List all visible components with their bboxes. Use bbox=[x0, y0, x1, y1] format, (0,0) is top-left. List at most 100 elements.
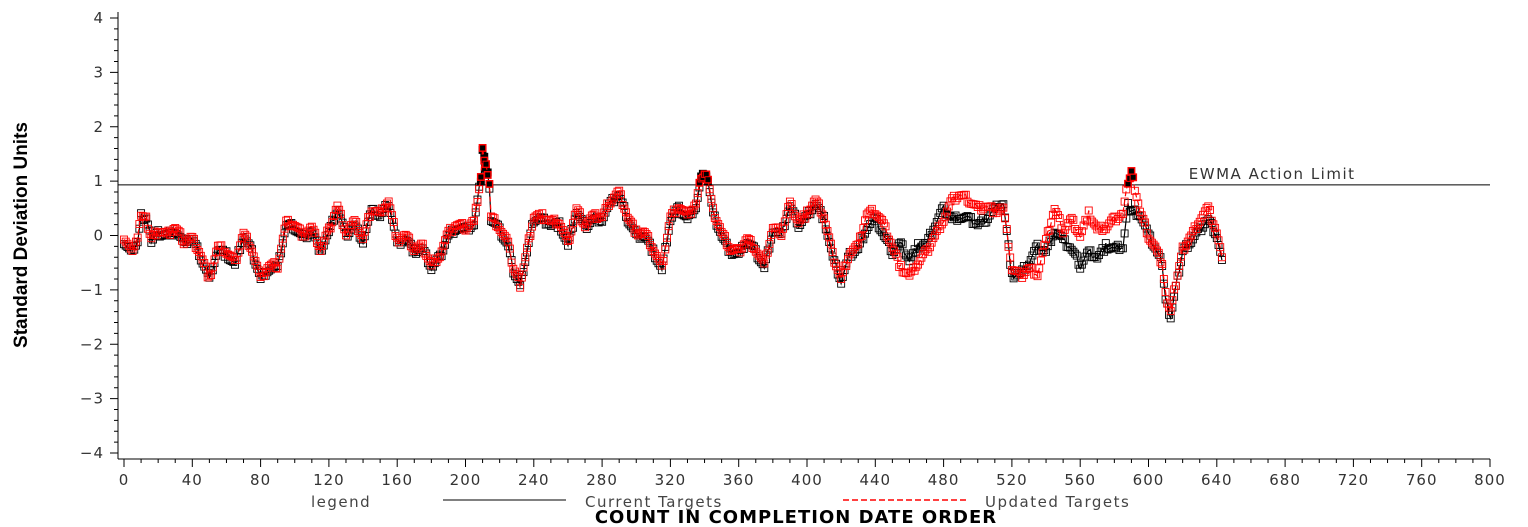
data-point bbox=[1142, 229, 1151, 238]
data-point bbox=[272, 264, 280, 272]
data-point bbox=[441, 236, 449, 245]
data-point bbox=[242, 232, 251, 241]
y-tick-label: 3 bbox=[93, 63, 104, 81]
data-point bbox=[881, 222, 890, 231]
data-point bbox=[319, 236, 328, 245]
x-tick-label: 720 bbox=[1338, 471, 1370, 489]
data-point bbox=[825, 233, 834, 242]
data-point bbox=[1134, 199, 1143, 208]
data-point bbox=[760, 259, 769, 268]
data-point bbox=[352, 217, 361, 226]
series-updated bbox=[120, 144, 1226, 315]
data-point bbox=[886, 238, 895, 247]
data-point bbox=[174, 226, 183, 235]
data-point bbox=[736, 248, 745, 257]
data-point bbox=[260, 272, 268, 281]
data-point bbox=[1004, 242, 1013, 251]
data-point bbox=[253, 261, 262, 270]
x-tick-label: 320 bbox=[655, 471, 687, 489]
data-point bbox=[744, 235, 753, 244]
data-point bbox=[294, 223, 303, 232]
data-point bbox=[280, 229, 289, 238]
x-tick-label: 680 bbox=[1269, 471, 1301, 489]
data-point bbox=[1159, 279, 1168, 288]
data-point bbox=[622, 208, 630, 217]
data-point bbox=[1156, 258, 1165, 267]
data-point bbox=[657, 261, 666, 270]
data-point bbox=[249, 252, 258, 261]
x-tick-label: 760 bbox=[1406, 471, 1438, 489]
data-point bbox=[335, 205, 344, 214]
data-point bbox=[311, 228, 320, 237]
data-point bbox=[943, 207, 951, 216]
data-point bbox=[1159, 275, 1168, 283]
data-point bbox=[1076, 264, 1085, 273]
data-point bbox=[1001, 214, 1010, 223]
x-tick-label: 520 bbox=[996, 471, 1028, 489]
data-point bbox=[321, 231, 330, 240]
data-point bbox=[1187, 231, 1196, 240]
data-point bbox=[821, 225, 830, 234]
data-point bbox=[207, 271, 216, 280]
data-point bbox=[1141, 218, 1150, 227]
data-point bbox=[823, 231, 832, 240]
data-point bbox=[823, 227, 832, 235]
out-of-limit-point bbox=[482, 160, 490, 168]
data-point bbox=[505, 244, 514, 253]
data-point bbox=[941, 212, 950, 221]
data-point bbox=[1173, 271, 1182, 280]
series-layer bbox=[120, 144, 1226, 323]
data-point bbox=[564, 237, 572, 245]
data-point bbox=[128, 247, 137, 255]
data-point bbox=[939, 217, 948, 226]
data-point bbox=[241, 230, 250, 239]
data-point bbox=[1175, 262, 1184, 271]
y-tick-label: −3 bbox=[80, 390, 104, 408]
legend-title: legend bbox=[311, 493, 371, 511]
data-point bbox=[705, 185, 714, 194]
data-point bbox=[516, 283, 525, 292]
data-point bbox=[521, 253, 530, 262]
data-point bbox=[1084, 206, 1093, 215]
data-point bbox=[1211, 223, 1220, 232]
data-point bbox=[1206, 205, 1214, 214]
data-point bbox=[1166, 307, 1175, 315]
data-point bbox=[787, 200, 796, 209]
data-point bbox=[1180, 245, 1189, 254]
data-point bbox=[1054, 211, 1062, 220]
data-point bbox=[526, 232, 535, 240]
data-point bbox=[475, 185, 484, 194]
data-point bbox=[176, 228, 185, 237]
data-point bbox=[569, 219, 578, 228]
data-point bbox=[659, 257, 668, 266]
data-point bbox=[686, 209, 695, 218]
data-point bbox=[1158, 260, 1167, 268]
data-point bbox=[248, 247, 257, 256]
data-point bbox=[490, 214, 499, 223]
data-point bbox=[473, 198, 482, 207]
data-point bbox=[821, 220, 830, 229]
data-point bbox=[1040, 240, 1049, 249]
data-point bbox=[210, 255, 219, 264]
x-axis-label: COUNT IN COMPLETION DATE ORDER bbox=[595, 507, 997, 527]
data-point bbox=[1036, 256, 1045, 265]
data-point bbox=[721, 232, 729, 240]
y-axis-label: Standard Deviation Units bbox=[11, 122, 32, 348]
legend-label-updated: Updated Targets bbox=[985, 493, 1130, 511]
data-point bbox=[326, 224, 335, 233]
data-point bbox=[657, 266, 666, 275]
data-point bbox=[855, 232, 864, 241]
data-point bbox=[524, 234, 533, 243]
x-tick-label: 40 bbox=[182, 471, 203, 489]
x-tick-label: 80 bbox=[250, 471, 271, 489]
data-point bbox=[574, 206, 583, 215]
data-point bbox=[931, 231, 940, 240]
data-point bbox=[1168, 296, 1177, 305]
data-point bbox=[627, 217, 636, 226]
data-point bbox=[251, 257, 260, 266]
data-point bbox=[333, 201, 342, 210]
data-point bbox=[879, 219, 888, 228]
data-point bbox=[1042, 235, 1051, 243]
legend: legend Current Targets Updated Targets bbox=[311, 493, 1130, 511]
data-point bbox=[663, 233, 671, 242]
